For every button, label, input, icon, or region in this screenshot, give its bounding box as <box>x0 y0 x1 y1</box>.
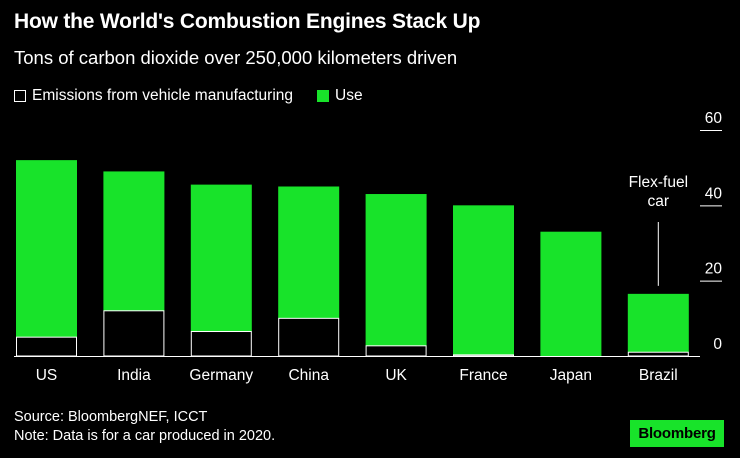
bar-use-france <box>453 205 514 355</box>
legend-label-manufacturing: Emissions from vehicle manufacturing <box>32 87 294 104</box>
legend-swatch-manufacturing <box>14 90 26 102</box>
bar-use-brazil <box>627 293 689 353</box>
bar-manufacturing-france <box>453 354 514 357</box>
y-tick-label-20: 20 <box>705 261 723 278</box>
x-tick-label-germany: Germany <box>189 367 253 384</box>
x-tick-label-japan: Japan <box>550 367 592 384</box>
bar-chart: US India Germany China UK France Japan Brazil 0 2… <box>14 110 723 384</box>
y-tick-label-0: 0 <box>713 336 722 353</box>
bar-manufacturing-germany <box>190 331 252 357</box>
x-tick-label-india: India <box>117 367 151 384</box>
bar-manufacturing-china <box>278 317 340 357</box>
x-tick-label-china: China <box>288 367 329 384</box>
bar-use-us <box>16 160 77 338</box>
legend: Emissions from vehicle manufacturing Use <box>14 87 387 105</box>
x-tick-label-us: US <box>36 367 58 384</box>
annotation-line-2: car <box>648 193 670 210</box>
bar-manufacturing-uk <box>365 345 427 357</box>
annotation-line-1: Flex-fuel <box>629 174 688 191</box>
data-note: Note: Data is for a car produced in 2020… <box>14 428 276 444</box>
bar-use-china <box>278 186 340 319</box>
bloomberg-logo: Bloomberg <box>630 420 724 447</box>
bar-manufacturing-india <box>103 310 165 357</box>
source-note: Source: BloombergNEF, ICCT <box>14 409 208 425</box>
bar-use-uk <box>365 194 427 346</box>
chart-title: How the World's Combustion Engines Stack… <box>14 10 481 33</box>
x-tick-label-france: France <box>459 367 507 384</box>
y-tick-label-60: 60 <box>705 110 723 127</box>
legend-item-use: Use <box>317 87 363 105</box>
footer: Source: BloombergNEF, ICCT Note: Data is… <box>14 408 275 446</box>
x-tick-label-uk: UK <box>385 367 407 384</box>
bar-use-germany <box>190 184 252 332</box>
bar-manufacturing-us <box>16 336 77 357</box>
legend-swatch-use <box>317 90 330 102</box>
y-tick-label-40: 40 <box>705 185 723 202</box>
bar-manufacturing-brazil <box>627 351 689 357</box>
x-tick-label-brazil: Brazil <box>639 367 678 384</box>
legend-label-use: Use <box>335 87 363 104</box>
legend-item-manufacturing: Emissions from vehicle manufacturing <box>14 87 293 105</box>
chart-subtitle: Tons of carbon dioxide over 250,000 kilo… <box>14 47 458 68</box>
bar-use-india <box>103 171 165 311</box>
bar-use-japan <box>540 231 602 356</box>
